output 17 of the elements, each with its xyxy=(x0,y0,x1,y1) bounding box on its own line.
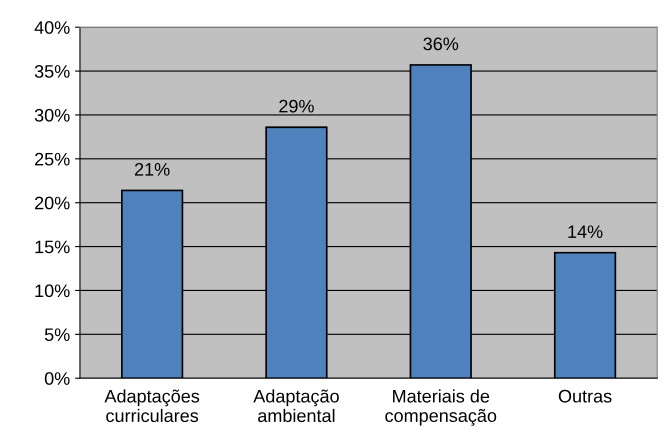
y-tick-label: 20% xyxy=(35,196,70,210)
x-tick-label: Outras xyxy=(558,390,612,403)
y-tick-label: 30% xyxy=(34,108,70,122)
y-tick-label: 40% xyxy=(34,21,70,34)
data-label: 36% xyxy=(423,37,458,50)
data-label: 29% xyxy=(279,100,314,113)
y-tick-label: 5% xyxy=(44,328,70,342)
data-label: 14% xyxy=(568,225,602,238)
y-tick-label: 10% xyxy=(35,284,70,298)
data-label: 21% xyxy=(134,162,170,176)
y-tick-label: 35% xyxy=(34,65,70,78)
y-tick-label: 15% xyxy=(35,240,70,254)
x-tick-label: Materiais de compensação xyxy=(385,389,496,426)
y-tick-label: 25% xyxy=(35,152,70,166)
x-tick-label: Adaptação ambiental xyxy=(253,389,339,422)
x-tick-label: Adaptações curriculares xyxy=(104,389,200,422)
y-tick-label: 0% xyxy=(44,372,70,385)
